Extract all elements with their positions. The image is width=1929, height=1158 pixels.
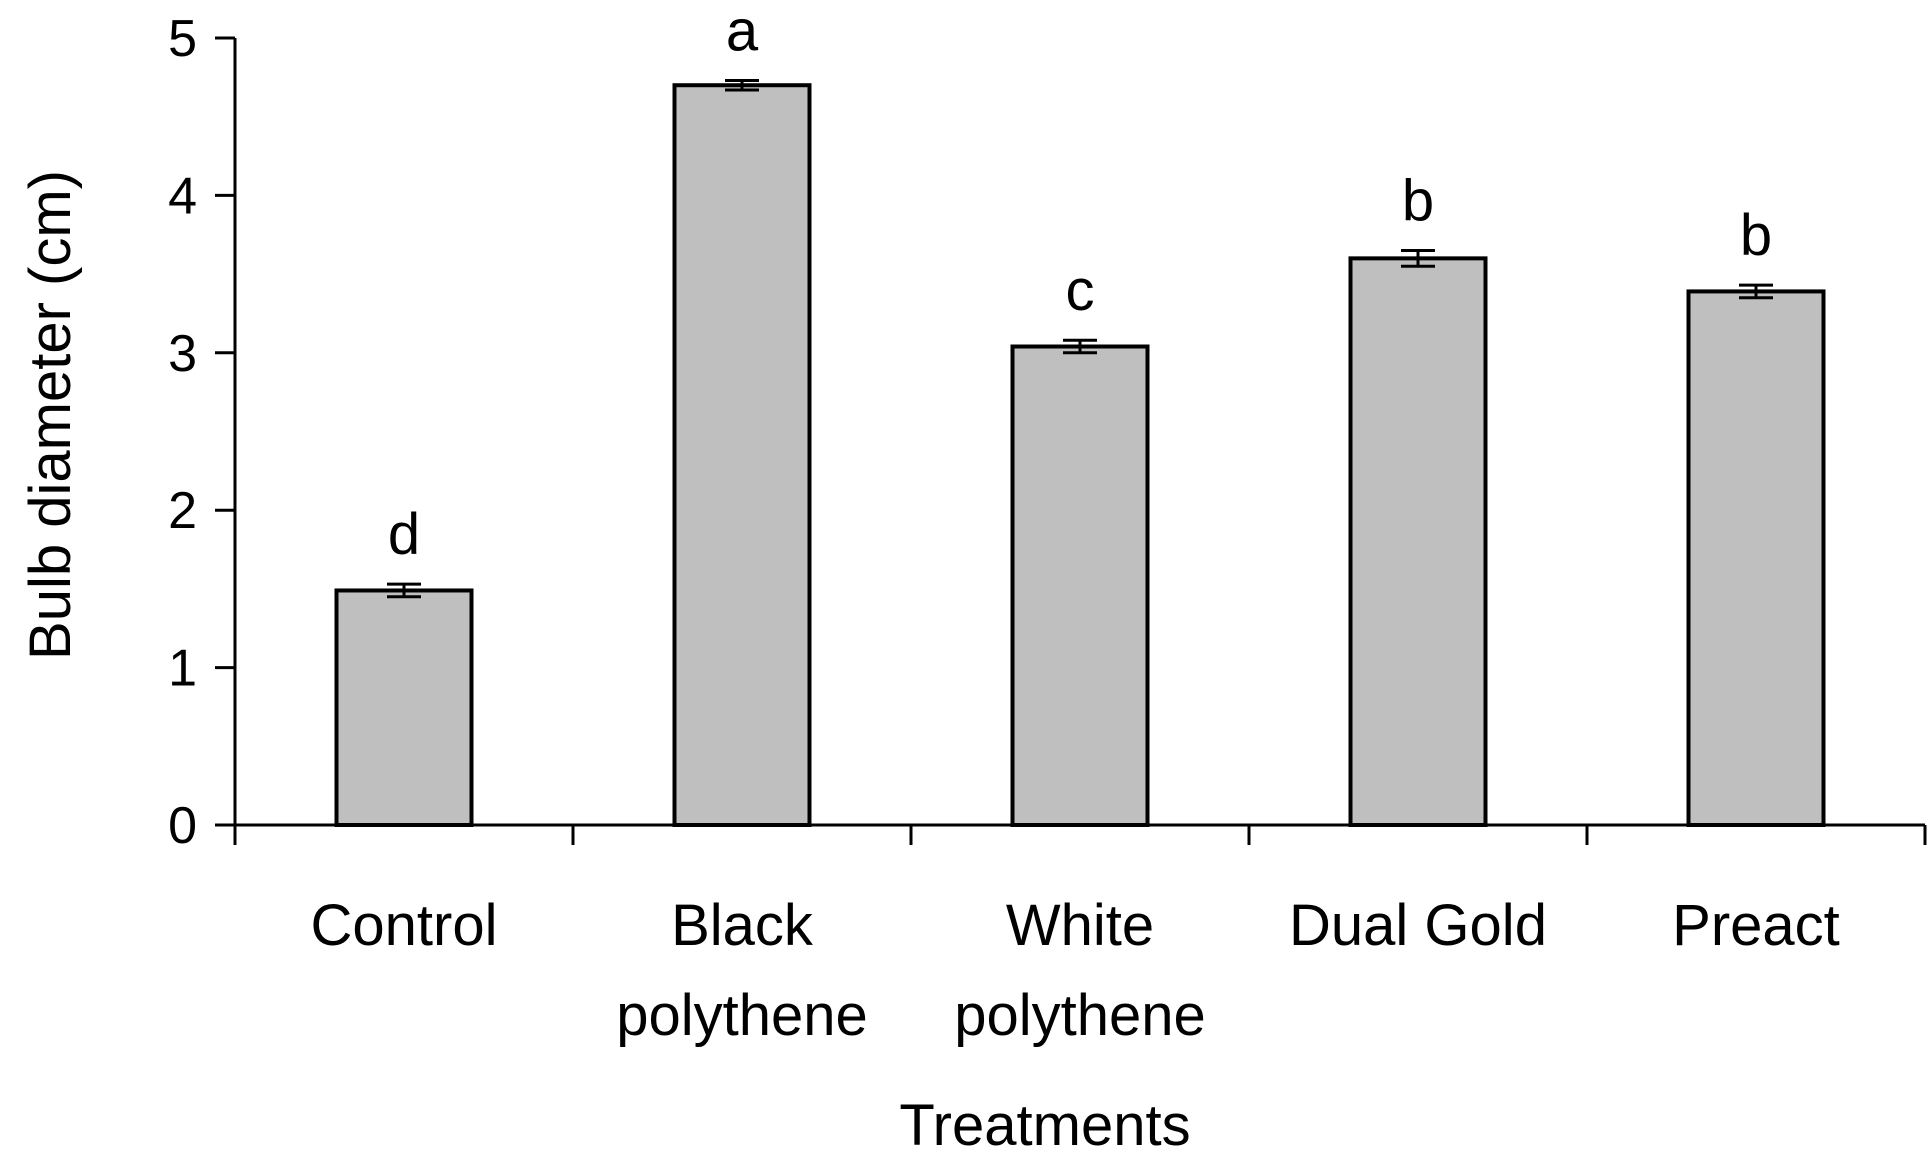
x-axis-title: Treatments	[899, 1093, 1190, 1158]
x-tick-label: Preact	[1672, 893, 1840, 958]
x-tick-label: Control	[311, 893, 498, 958]
bar	[1348, 256, 1488, 827]
x-tick-label: Dual Gold	[1289, 893, 1547, 958]
significance-letter: c	[1066, 258, 1095, 323]
y-tick-label: 0	[168, 797, 197, 855]
plot-area: 0 1 2 3 4 5 d Control a Black polythene c White polyt…	[168, 0, 1927, 1048]
y-tick-label: 4	[168, 167, 197, 225]
y-tick-label: 1	[168, 640, 197, 698]
bar	[1010, 344, 1150, 827]
x-tick-label: White	[1006, 893, 1154, 958]
bar	[672, 83, 812, 828]
y-tick-label: 3	[168, 325, 197, 383]
y-tick-label: 2	[168, 482, 197, 540]
x-tick-label: Black	[671, 893, 814, 958]
significance-letter: a	[726, 0, 759, 63]
y-tick-label: 5	[168, 10, 197, 68]
significance-letter: b	[1740, 203, 1772, 268]
bar	[334, 588, 474, 827]
bar	[1686, 289, 1826, 827]
significance-letter: d	[388, 502, 420, 567]
significance-letter: b	[1402, 168, 1434, 233]
x-tick-label: polythene	[616, 983, 868, 1048]
x-tick-label: polythene	[954, 983, 1206, 1048]
y-axis-title: Bulb diameter (cm)	[18, 170, 83, 660]
